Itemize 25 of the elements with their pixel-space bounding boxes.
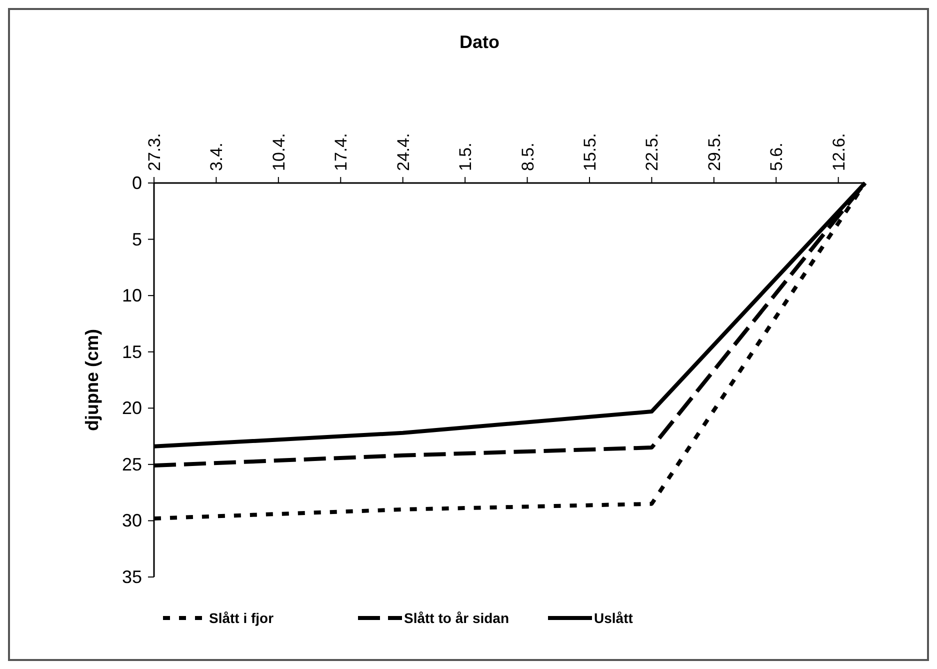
x-tick-label: 10.4. (269, 133, 288, 171)
y-tick-label: 15 (122, 342, 142, 362)
legend-label: Slått i fjor (209, 610, 274, 626)
legend-label: Uslått (594, 610, 634, 626)
y-tick-label: 20 (122, 398, 142, 418)
x-tick-label: 22.5. (642, 133, 662, 171)
x-tick-label: 12.6. (829, 133, 848, 171)
y-tick-label: 10 (122, 286, 142, 306)
y-tick-label: 5 (132, 229, 142, 250)
x-tick-label: 27.3. (145, 133, 164, 171)
y-tick-label: 35 (122, 567, 142, 587)
y-axis-title: djupne (cm) (82, 328, 102, 431)
x-tick-label: 1.5. (456, 142, 476, 171)
x-tick-label: 17.4. (332, 133, 351, 171)
x-tick-label: 8.5. (518, 142, 538, 171)
chart-title: Dato (460, 32, 500, 52)
y-tick-label: 30 (122, 510, 142, 531)
x-tick-label: 3.4. (207, 142, 226, 171)
x-tick-label: 29.5. (704, 133, 724, 171)
legend-label: Slått to år sidan (404, 610, 510, 626)
y-tick-label: 25 (122, 454, 142, 474)
x-tick-label: 5.6. (767, 142, 786, 171)
y-tick-label: 0 (132, 173, 142, 193)
x-tick-label: 24.4. (394, 133, 413, 171)
x-tick-label: 15.5. (580, 133, 600, 171)
